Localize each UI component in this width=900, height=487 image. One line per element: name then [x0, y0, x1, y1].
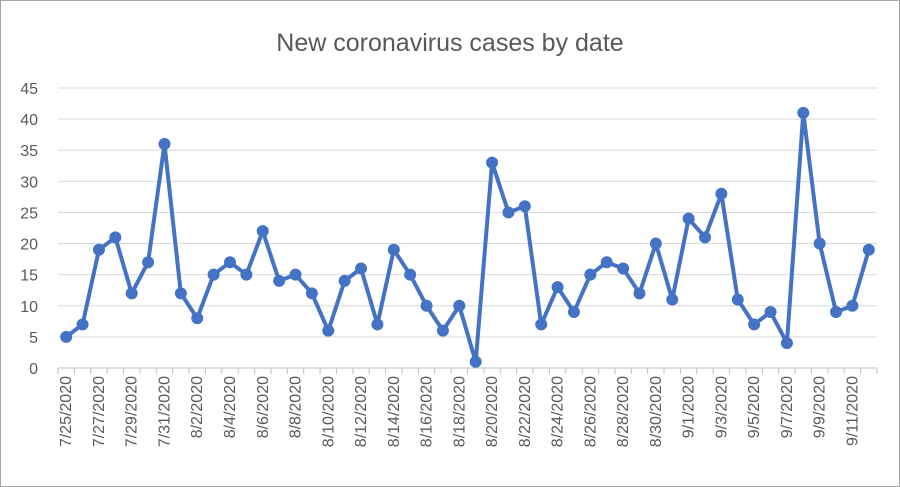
x-tick-label: 8/4/2020: [222, 376, 239, 438]
data-point: [862, 243, 875, 256]
data-point: [322, 324, 335, 337]
x-tick-label: 8/18/2020: [451, 376, 468, 447]
x-tick-label: 9/7/2020: [779, 376, 796, 438]
x-tick-label: 8/8/2020: [288, 376, 305, 438]
data-point: [371, 318, 384, 331]
data-point: [469, 355, 482, 368]
x-tick-label: 7/27/2020: [91, 376, 108, 447]
data-point: [436, 324, 449, 337]
x-tick-label: 7/29/2020: [124, 376, 141, 447]
data-point: [142, 256, 155, 269]
x-tick-label: 8/24/2020: [550, 376, 567, 447]
data-point: [191, 312, 204, 325]
x-tick-label: 8/28/2020: [615, 376, 632, 447]
data-point: [764, 306, 777, 318]
data-point: [600, 256, 613, 269]
data-point: [420, 299, 433, 312]
x-tick-label: 8/14/2020: [386, 376, 403, 447]
y-tick-label: 45: [20, 81, 38, 98]
data-point: [797, 106, 810, 119]
y-tick-label: 5: [29, 330, 38, 347]
data-point: [731, 293, 744, 306]
chart-title: New coronavirus cases by date: [276, 29, 623, 57]
x-tick-label: 7/31/2020: [156, 376, 173, 447]
data-point: [305, 287, 318, 300]
y-tick-label: 20: [20, 237, 38, 254]
x-tick-label: 9/3/2020: [713, 376, 730, 438]
y-tick-label: 30: [20, 174, 38, 191]
x-tick-label: 9/5/2020: [746, 376, 763, 438]
data-point: [748, 318, 761, 331]
x-tick-label: 8/20/2020: [484, 376, 501, 447]
data-point: [256, 225, 269, 238]
x-axis: 7/25/2020 7/27/2020 7/29/2020 7/31/2020 8/2/…: [57, 367, 878, 447]
gridlines: [58, 87, 877, 338]
data-point: [338, 274, 351, 287]
y-tick-label: 35: [20, 143, 38, 160]
y-tick-label: 15: [20, 268, 38, 285]
data-point: [699, 231, 712, 244]
data-point: [240, 268, 253, 281]
data-point: [76, 318, 89, 331]
x-tick-label: 7/25/2020: [58, 376, 75, 447]
data-point: [584, 268, 597, 281]
data-point: [60, 330, 73, 343]
data-point: [813, 237, 826, 250]
x-tick-label: 9/11/2020: [844, 376, 861, 446]
x-tick-label: 8/10/2020: [320, 376, 337, 447]
x-tick-label: 8/22/2020: [517, 376, 534, 447]
data-point: [92, 243, 105, 256]
data-point: [486, 156, 499, 169]
data-point: [404, 268, 417, 281]
y-tick-label: 10: [20, 299, 38, 316]
x-tick-label: 9/9/2020: [812, 376, 829, 438]
data-point: [666, 293, 679, 306]
y-tick-label: 25: [20, 205, 38, 222]
data-point: [567, 306, 580, 318]
data-point: [633, 287, 646, 300]
data-point: [125, 287, 138, 300]
y-axis: 0 5 10 15 20 25 30 35 40 45: [20, 81, 38, 378]
x-tick-label: 8/12/2020: [353, 376, 370, 447]
y-tick-label: 0: [29, 361, 38, 378]
x-tick-label: 8/2/2020: [189, 376, 206, 438]
series-line: [64, 110, 871, 364]
data-point: [846, 299, 859, 312]
data-point: [158, 138, 171, 150]
x-tick-label: 8/30/2020: [648, 376, 665, 447]
y-tick-label: 40: [20, 112, 38, 129]
x-tick-label: 8/26/2020: [582, 376, 599, 447]
x-tick-label: 8/16/2020: [419, 376, 436, 447]
data-point: [273, 274, 286, 287]
data-point: [682, 212, 695, 225]
series-cases: [60, 106, 875, 368]
data-point: [453, 299, 466, 312]
data-point: [502, 206, 515, 219]
data-point: [780, 337, 793, 350]
data-point: [387, 243, 400, 256]
data-point: [617, 262, 630, 275]
data-point: [715, 187, 728, 200]
x-tick-label: 9/1/2020: [681, 376, 698, 438]
data-point: [289, 268, 302, 281]
x-tick-label: 8/6/2020: [255, 376, 272, 438]
data-point: [535, 318, 548, 331]
data-point: [518, 200, 531, 213]
data-point: [355, 262, 368, 275]
data-point: [174, 287, 187, 300]
data-point: [649, 237, 662, 250]
data-point: [207, 268, 220, 281]
data-point: [551, 281, 564, 294]
data-point: [109, 231, 122, 244]
data-point: [830, 306, 843, 318]
data-point: [223, 256, 236, 269]
